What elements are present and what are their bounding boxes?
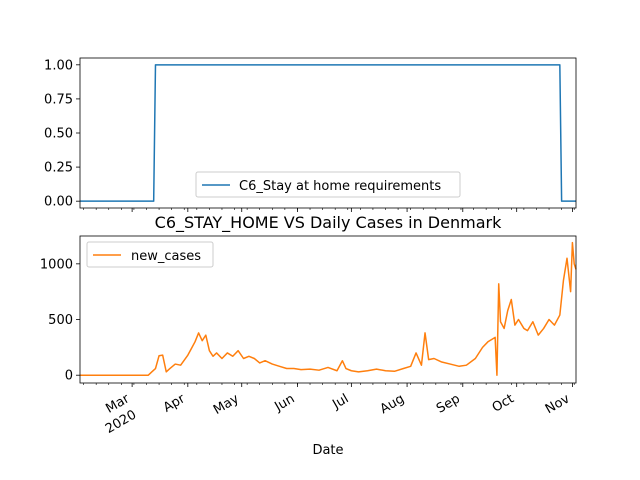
bottom-y-tick-label: 500 <box>48 313 73 328</box>
top-chart: 0.00 0.25 0.50 0.75 1.00 C6_Stay at home req… <box>44 57 577 212</box>
top-y-tick-label: 0.25 <box>44 161 73 176</box>
bottom-axes-frame <box>79 235 577 384</box>
bottom-series-line <box>80 241 577 376</box>
bottom-legend: new_cases <box>86 241 214 268</box>
chart-title: C6_STAY_HOME VS Daily Cases in Denmark <box>155 213 502 233</box>
bottom-y-ticks: 0 500 1000 <box>40 257 80 384</box>
top-series-line <box>80 64 576 202</box>
top-y-tick-label: 0.75 <box>44 92 73 107</box>
top-y-tick-label: 0.50 <box>44 127 73 142</box>
bottom-y-tick-label: 0 <box>65 369 73 384</box>
top-series <box>80 64 576 202</box>
bottom-y-tick-label: 1000 <box>40 257 73 272</box>
bottom-series <box>80 241 577 376</box>
top-axes-frame <box>79 57 577 209</box>
top-legend-box <box>195 171 461 198</box>
top-y-tick-label: 0.00 <box>44 195 73 210</box>
bottom-x-tick-label: Jul <box>329 391 351 412</box>
bottom-legend-box <box>86 241 214 268</box>
bottom-legend-label: new_cases <box>131 249 201 264</box>
x-axis-label: Date <box>312 443 343 458</box>
top-legend: C6_Stay at home requirements <box>195 171 461 198</box>
top-y-tick-label: 1.00 <box>44 58 73 73</box>
top-legend-label: C6_Stay at home requirements <box>239 179 441 194</box>
top-y-ticks: 0.00 0.25 0.50 0.75 1.00 <box>44 58 80 210</box>
